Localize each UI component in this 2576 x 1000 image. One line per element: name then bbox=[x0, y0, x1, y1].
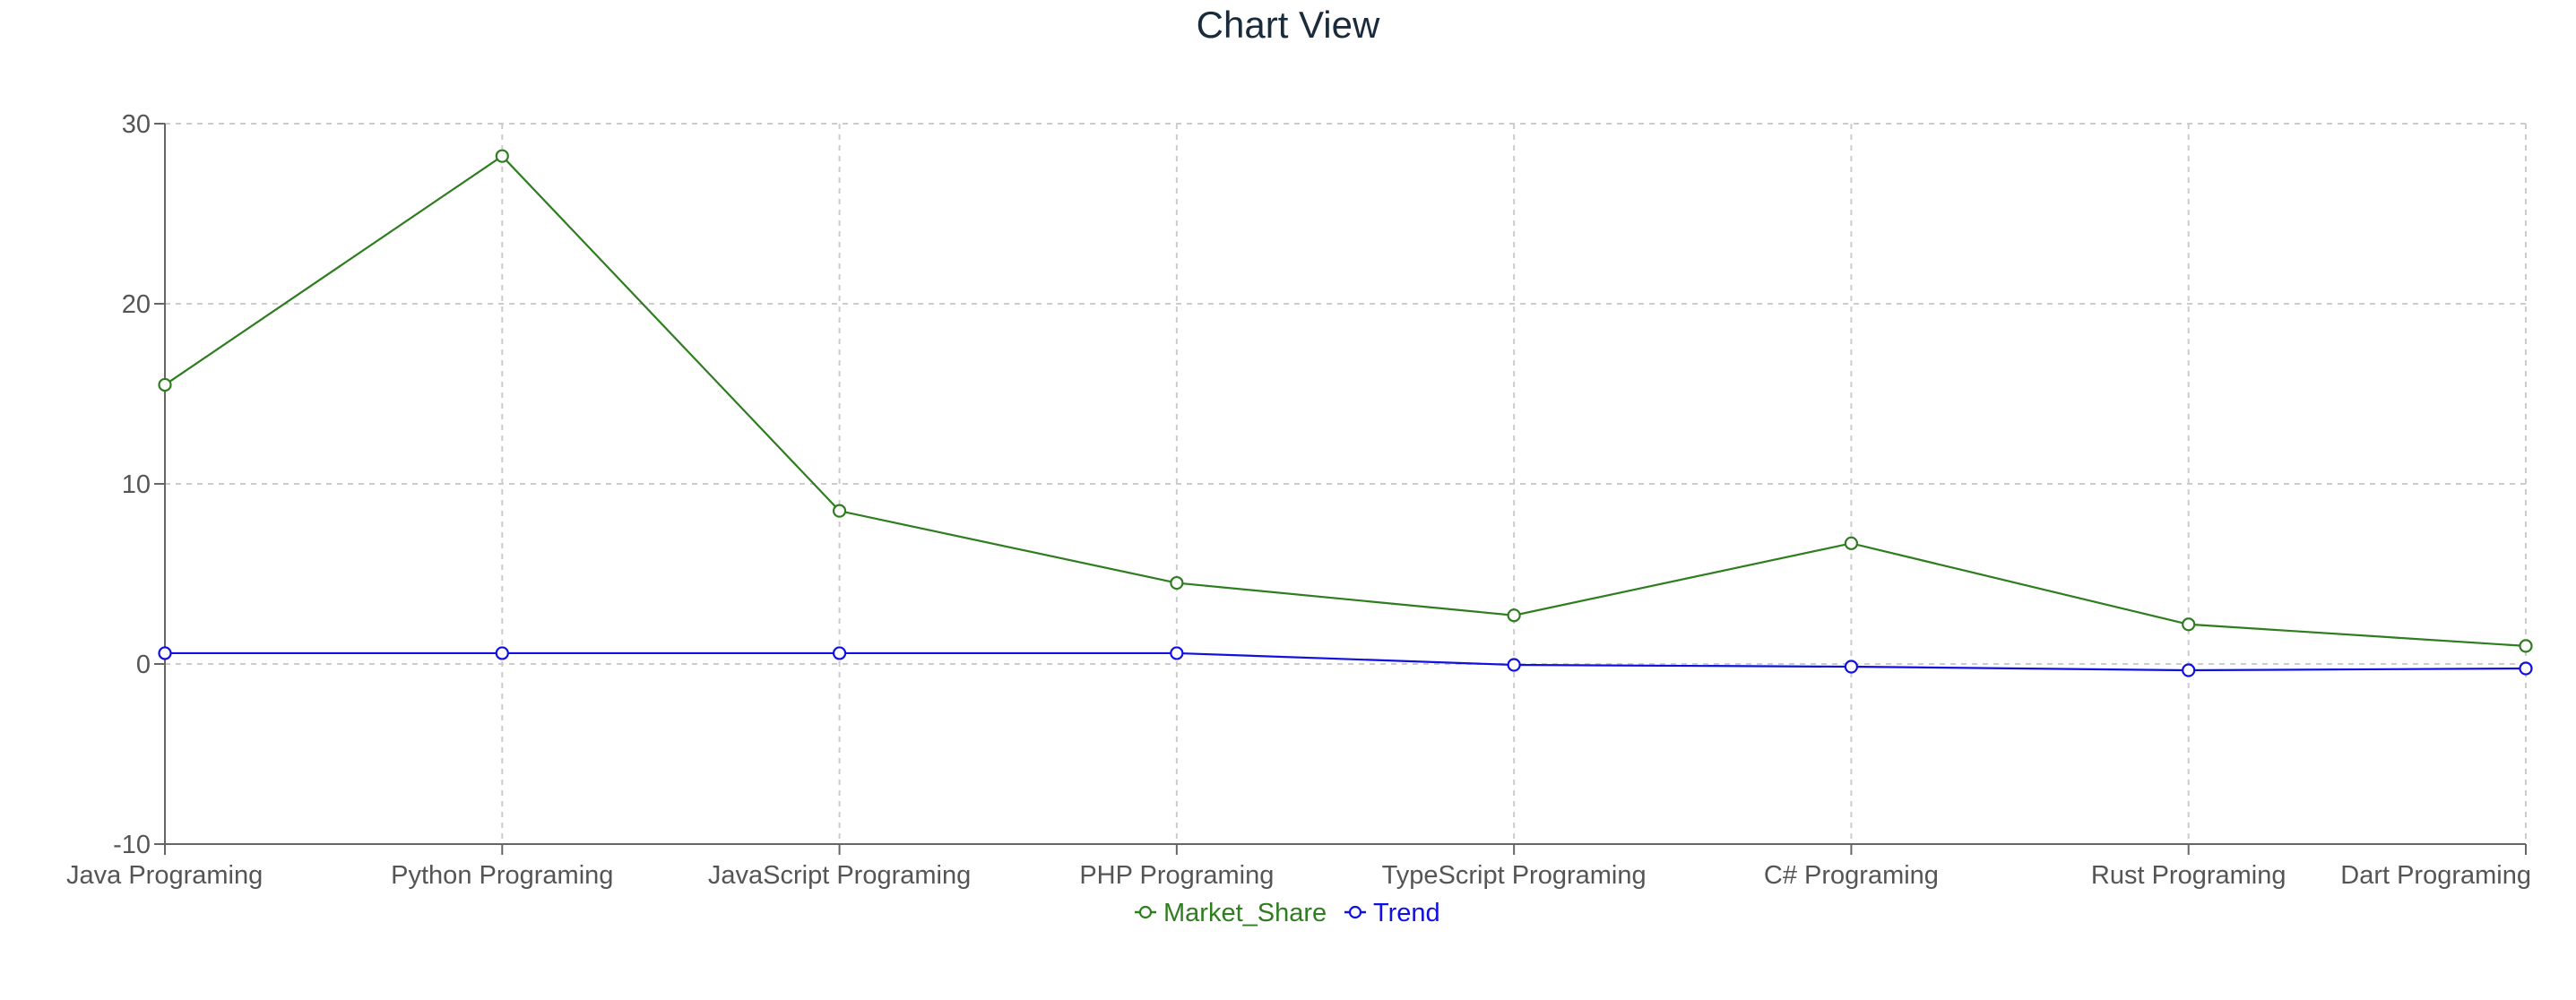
data-point-trend bbox=[1844, 659, 1859, 674]
data-point-trend bbox=[2182, 663, 2196, 677]
data-point-trend bbox=[832, 646, 847, 660]
data-point-market_share bbox=[495, 149, 509, 163]
x-tick-label: JavaScript Programing bbox=[708, 861, 971, 890]
x-tick-label: Python Programing bbox=[391, 861, 613, 890]
data-point-market_share bbox=[832, 504, 847, 518]
data-point-market_share bbox=[158, 377, 172, 392]
x-tick-label: Dart Programing bbox=[2340, 861, 2531, 890]
legend-icon-marker bbox=[1138, 905, 1153, 919]
data-point-trend bbox=[1170, 646, 1184, 660]
data-point-market_share bbox=[1507, 608, 1521, 623]
y-tick-label: 0 bbox=[136, 651, 151, 679]
x-tick-label: C# Programing bbox=[1764, 861, 1939, 890]
x-tick-label: Java Programing bbox=[66, 861, 263, 890]
legend-label: Trend bbox=[1373, 899, 1440, 927]
x-tick-label: TypeScript Programing bbox=[1382, 861, 1647, 890]
y-tick-label: 10 bbox=[122, 470, 151, 499]
data-point-trend bbox=[2519, 661, 2533, 676]
legend-icon-marker bbox=[1348, 905, 1362, 919]
data-point-market_share bbox=[1170, 575, 1184, 591]
data-point-market_share bbox=[1844, 536, 1859, 550]
legend: Market_Share Trend bbox=[1135, 899, 1440, 927]
y-tick-label: -10 bbox=[113, 831, 151, 859]
chart-title: Chart View bbox=[1196, 4, 1380, 46]
data-point-trend bbox=[495, 646, 509, 660]
data-point-market_share bbox=[2519, 639, 2533, 653]
data-point-market_share bbox=[2182, 617, 2196, 632]
grid-lines bbox=[164, 123, 2527, 844]
x-tick-label: Rust Programing bbox=[2091, 861, 2286, 890]
series-lines bbox=[158, 149, 2533, 677]
legend-label: Market_Share bbox=[1163, 899, 1327, 927]
data-point-trend bbox=[1507, 658, 1521, 672]
x-tick-label: PHP Programing bbox=[1079, 861, 1274, 890]
y-tick-label: 20 bbox=[122, 290, 151, 319]
series-line-market_share bbox=[164, 154, 2527, 647]
series-line-trend bbox=[165, 651, 2527, 672]
data-point-trend bbox=[158, 646, 172, 660]
axes: -10 0 10 20 30 Java Programing Python Programi… bbox=[66, 110, 2531, 890]
y-tick-label: 30 bbox=[122, 110, 151, 139]
